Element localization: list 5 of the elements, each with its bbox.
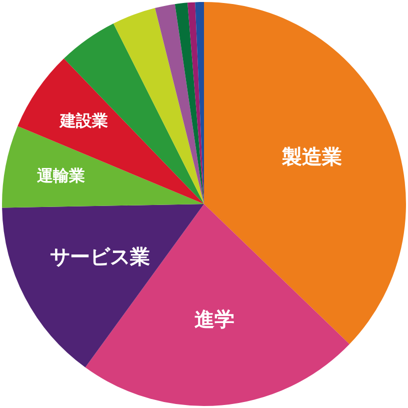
slice-label: 製造業 [280,144,342,168]
slice-label: 進学 [194,306,234,331]
slice-label: サービス業 [50,244,150,268]
slice-label: 建設業 [58,111,108,130]
slice-label: 運輸業 [36,166,86,185]
